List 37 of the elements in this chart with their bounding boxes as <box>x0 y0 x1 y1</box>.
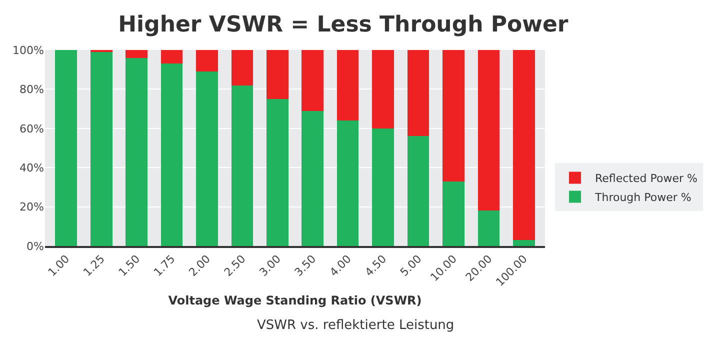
bar <box>160 64 183 246</box>
bar <box>266 50 288 99</box>
legend-label: Reflected Power % <box>595 172 698 185</box>
bar <box>55 50 78 246</box>
bar <box>302 50 324 111</box>
y-tick-label: 40% <box>20 161 44 174</box>
chart-title: Higher VSWR = Less Through Power <box>118 12 568 38</box>
bar <box>160 50 183 64</box>
bar <box>478 210 500 246</box>
bar <box>126 58 148 246</box>
bar <box>196 72 218 246</box>
bar <box>231 50 254 86</box>
y-tick-label: 20% <box>20 200 44 214</box>
bar <box>196 50 218 72</box>
bar <box>90 52 112 246</box>
bar <box>126 50 148 58</box>
bar <box>372 50 394 128</box>
bar <box>372 128 394 246</box>
bar <box>442 181 464 246</box>
y-tick-label: 0% <box>26 240 44 253</box>
y-tick-label: 60% <box>20 122 44 136</box>
bar <box>266 99 288 246</box>
bar <box>302 110 324 246</box>
bar <box>512 240 535 246</box>
x-axis-title: Voltage Wage Standing Ratio (VSWR) <box>168 293 422 308</box>
bar <box>478 50 500 211</box>
bar <box>512 50 535 240</box>
bar <box>442 50 464 182</box>
y-tick-label: 100% <box>12 44 44 57</box>
text: VSWR vs. reflektierte Leistung <box>257 318 454 333</box>
bar <box>336 120 359 246</box>
bar <box>407 50 430 136</box>
legend-label: Through Power % <box>594 190 692 204</box>
bar <box>336 50 359 121</box>
y-tick-label: 80% <box>20 83 44 96</box>
bar <box>407 136 430 246</box>
bar <box>231 85 254 246</box>
